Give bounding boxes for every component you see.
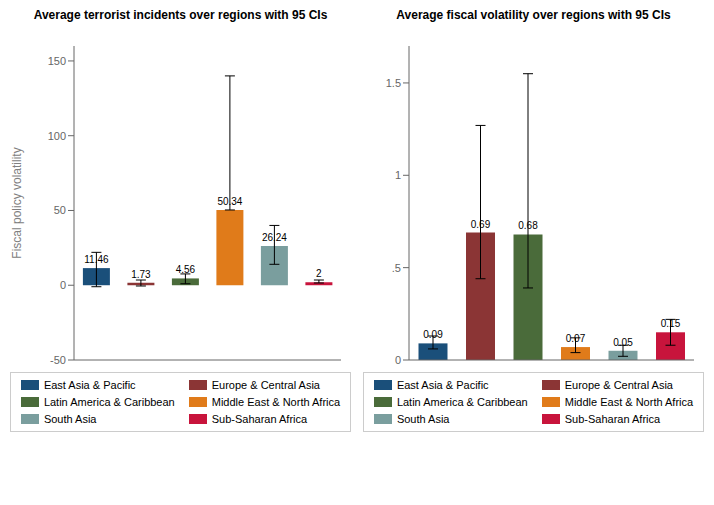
html-text:Average fiscal volatility over: Average fiscal volatility over regions w… xyxy=(396,8,671,22)
svg-text:-50: -50 xyxy=(50,354,66,366)
html-text:South Asia: South Asia xyxy=(396,413,450,425)
html-text:Middle East & North Africa: Middle East & North Africa xyxy=(211,396,341,408)
svg-text:11.46: 11.46 xyxy=(84,254,109,265)
svg-text:0.09: 0.09 xyxy=(423,329,443,340)
html-text:Sub-Saharan Africa: Sub-Saharan Africa xyxy=(211,413,308,425)
html-text:Latin America & Caribbean: Latin America & Caribbean xyxy=(43,396,175,408)
svg-text:.5: .5 xyxy=(392,262,401,274)
svg-text:Fiscal policy volatility: Fiscal policy volatility xyxy=(10,147,24,258)
html-text:Latin America & Caribbean: Latin America & Caribbean xyxy=(396,396,528,408)
svg-text:100: 100 xyxy=(48,130,66,142)
svg-text:0.69: 0.69 xyxy=(471,219,491,230)
svg-text:2: 2 xyxy=(316,268,322,279)
svg-text:0.68: 0.68 xyxy=(518,220,538,231)
svg-text:0.15: 0.15 xyxy=(661,318,681,329)
html-text:East Asia & Pacific: East Asia & Pacific xyxy=(43,379,136,391)
svg-text:26.24: 26.24 xyxy=(262,232,287,243)
html-text:Europe & Central Asia: Europe & Central Asia xyxy=(564,379,673,391)
svg-text:0.07: 0.07 xyxy=(566,333,586,344)
html-text:Sub-Saharan Africa: Sub-Saharan Africa xyxy=(564,413,661,425)
svg-text:1.5: 1.5 xyxy=(386,77,401,89)
svg-text:150: 150 xyxy=(48,55,66,67)
html-text:Middle East & North Africa: Middle East & North Africa xyxy=(564,396,694,408)
html-text:Average terrorist incidents ov: Average terrorist incidents over regions… xyxy=(33,8,328,22)
svg-text:0: 0 xyxy=(395,354,401,366)
svg-text:0: 0 xyxy=(60,279,66,291)
svg-text:50: 50 xyxy=(54,204,66,216)
svg-text:1: 1 xyxy=(395,169,401,181)
html-text:East Asia & Pacific: East Asia & Pacific xyxy=(396,379,489,391)
svg-text:0.05: 0.05 xyxy=(613,337,633,348)
svg-text:50.34: 50.34 xyxy=(217,196,242,207)
svg-text:4.56: 4.56 xyxy=(176,264,196,275)
html-text:Europe & Central Asia: Europe & Central Asia xyxy=(211,379,320,391)
html-text:South Asia: South Asia xyxy=(43,413,97,425)
svg-text:1.73: 1.73 xyxy=(131,269,151,280)
